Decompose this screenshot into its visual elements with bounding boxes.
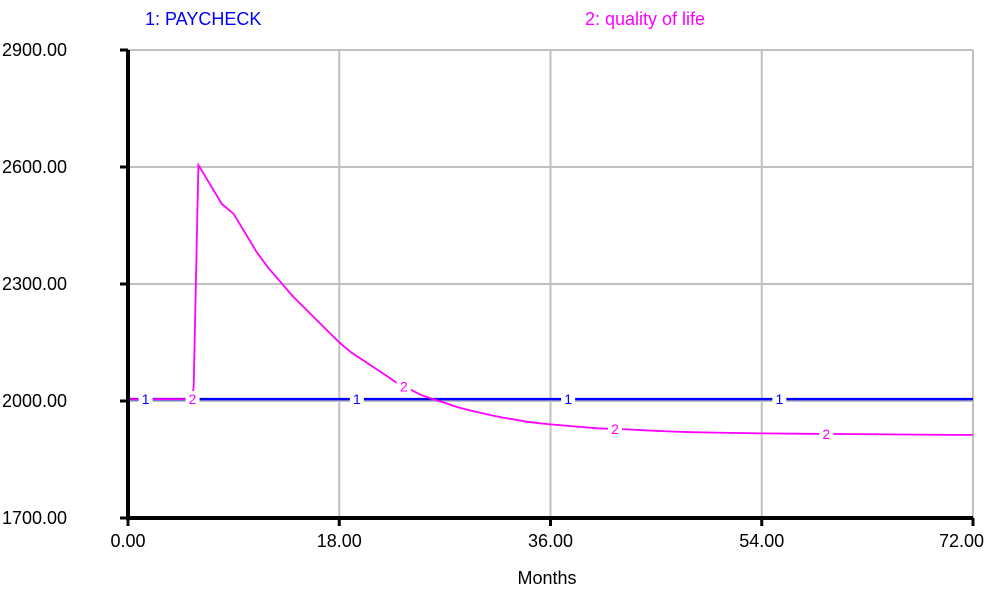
series-layer: 1 1 1 1 2 2 2 2 [128,161,973,442]
series-marker-label: 1 [775,391,783,407]
series-marker-bg [138,391,153,408]
y-tick-label: 2600.00 [2,157,67,177]
x-tick-label: 36.00 [528,531,573,551]
series-line-2 [128,161,973,436]
x-axis-title: Months [517,568,576,588]
series-marker-bg [772,391,787,408]
series-marker-bg [561,391,576,408]
series-marker-label: 1 [353,391,361,407]
series-marker-label: 1 [564,391,572,407]
x-tick-label: 72.00 [939,531,984,551]
series-marker-label: 2 [400,378,408,394]
series-marker-label: 2 [822,426,830,442]
y-tick-label: 2000.00 [2,391,67,411]
x-tick-label: 54.00 [739,531,784,551]
grid [128,49,974,518]
series-marker-label: 2 [189,391,197,407]
series-marker-bg [396,378,411,395]
series-marker-bg [819,425,834,442]
y-tick-label: 1700.00 [2,508,67,528]
y-tick-label: 2300.00 [2,274,67,294]
legend: 1: PAYCHECK 2: quality of life [145,9,705,29]
series-marker-bg [349,391,364,408]
series-marker-label: 1 [142,391,150,407]
y-tick-label: 2900.00 [2,40,67,60]
legend-label-quality-of-life: 2: quality of life [585,9,705,29]
series-marker-bg [608,420,623,437]
series-marker-bg [185,391,200,408]
x-tick-label: 18.00 [317,531,362,551]
axes: 1700.00 2000.00 2300.00 2600.00 2900.00 0.00 1… [2,40,984,551]
x-tick-label: 0.00 [110,531,145,551]
series-marker-label: 2 [611,421,619,437]
legend-label-paycheck: 1: PAYCHECK [145,9,261,29]
